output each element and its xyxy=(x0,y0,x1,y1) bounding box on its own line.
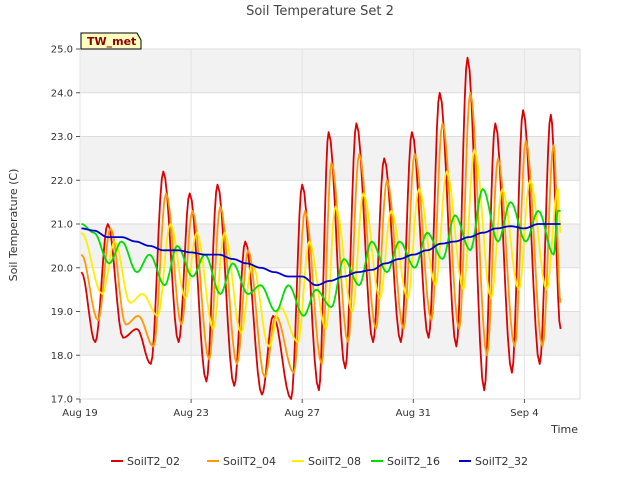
series-lines xyxy=(80,56,562,400)
y-tick-label: 20.0 xyxy=(51,263,73,274)
y-tick-label: 23.0 xyxy=(51,132,73,143)
y-tick-label: 22.0 xyxy=(51,176,73,187)
station-badge-label: TW_met xyxy=(87,35,136,48)
y-tick-label: 19.0 xyxy=(51,307,73,318)
legend-label-soilt2-08: SoilT2_08 xyxy=(308,455,361,468)
legend-label-soilt2-16: SoilT2_16 xyxy=(387,455,440,468)
y-tick-label: 25.0 xyxy=(51,45,73,56)
y-tick-label: 18.0 xyxy=(51,351,73,362)
series-line-soilt2-32 xyxy=(81,223,561,287)
y-tick-label: 17.0 xyxy=(51,395,73,406)
x-tick-label: Aug 27 xyxy=(285,408,320,419)
legend-label-soilt2-32: SoilT2_32 xyxy=(475,455,528,468)
series-line-soilt2-08 xyxy=(80,148,562,348)
y-axis: 17.0 18.0 19.0 20.0 21.0 22.0 23.0 24.0 25.0 xyxy=(51,45,80,406)
series-line-soilt2-02 xyxy=(80,56,562,400)
plot-band xyxy=(80,49,580,93)
x-axis-label: Time xyxy=(550,423,578,436)
series-line-soilt2-04 xyxy=(80,91,562,378)
station-badge: TW_met xyxy=(80,32,142,50)
plot-band xyxy=(80,311,580,356)
chart-title: Soil Temperature Set 2 xyxy=(246,4,394,19)
x-tick-label: Aug 19 xyxy=(62,408,97,419)
legend: SoilT2_02 SoilT2_04 SoilT2_08 SoilT2_16 Soil… xyxy=(111,455,528,468)
x-tick-label: Sep 4 xyxy=(510,408,538,419)
y-tick-label: 21.0 xyxy=(51,220,73,231)
series-line-soilt2-16 xyxy=(81,188,562,317)
legend-label-soilt2-02: SoilT2_02 xyxy=(127,455,180,468)
x-tick-label: Aug 31 xyxy=(396,408,431,419)
legend-label-soilt2-04: SoilT2_04 xyxy=(223,455,276,468)
y-axis-label: Soil Temperature (C) xyxy=(7,169,20,282)
x-tick-label: Aug 23 xyxy=(173,408,208,419)
x-axis: Aug 19 Aug 23 Aug 27 Aug 31 Sep 4 xyxy=(62,399,539,419)
y-tick-label: 24.0 xyxy=(51,88,73,99)
